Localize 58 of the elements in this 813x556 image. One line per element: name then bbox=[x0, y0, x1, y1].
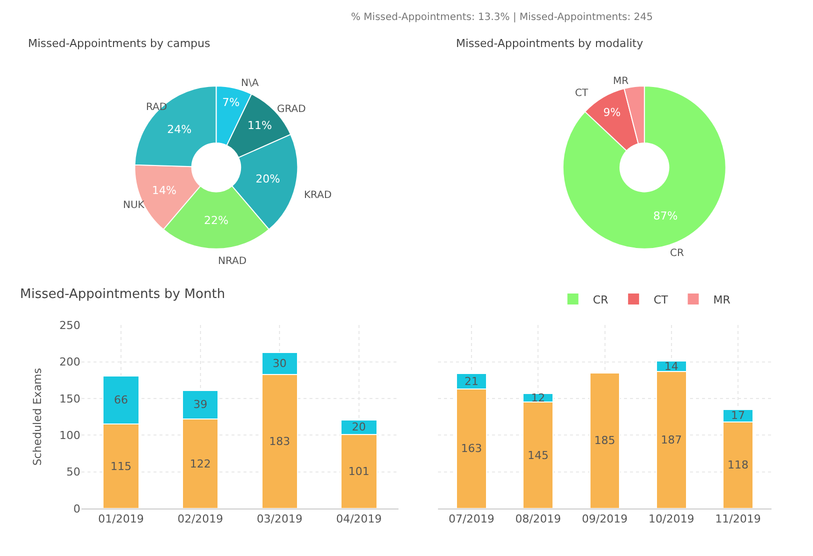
x-tick-label: 03/2019 bbox=[256, 512, 302, 526]
data-label: 39 bbox=[193, 398, 208, 412]
slice-label: CR bbox=[670, 248, 684, 259]
data-label: 122 bbox=[190, 457, 211, 470]
y-tick-label: 100 bbox=[59, 429, 80, 442]
data-label: 163 bbox=[461, 442, 482, 456]
slice-label: NUK bbox=[123, 200, 145, 211]
slice-label: MR bbox=[613, 76, 629, 87]
data-label: 187 bbox=[660, 433, 682, 446]
y-tick-label: 200 bbox=[59, 356, 80, 369]
x-tick-label: 10/2019 bbox=[648, 512, 694, 526]
legend-label: CT bbox=[654, 293, 668, 306]
chart-title: Missed-Appointments by campus bbox=[28, 37, 210, 50]
data-label: 101 bbox=[348, 464, 370, 478]
slice-label: KRAD bbox=[304, 190, 332, 201]
data-label: 118 bbox=[727, 458, 748, 472]
x-tick-label: 11/2019 bbox=[715, 512, 761, 526]
bar bbox=[589, 372, 620, 508]
data-label: 14% bbox=[152, 184, 176, 197]
slice-label: N\A bbox=[241, 78, 259, 89]
x-tick-label: 04/2019 bbox=[336, 512, 382, 526]
data-label: 9% bbox=[603, 106, 621, 120]
data-label: 22% bbox=[204, 214, 228, 227]
data-label: 87% bbox=[653, 210, 678, 223]
legend-label: CR bbox=[592, 293, 609, 306]
data-label: 30 bbox=[272, 356, 287, 370]
data-label: 7% bbox=[222, 96, 240, 109]
y-tick-label: 0 bbox=[73, 502, 80, 516]
x-tick-label: 09/2019 bbox=[582, 512, 628, 526]
data-label: 145 bbox=[528, 448, 549, 462]
data-label: 183 bbox=[269, 434, 290, 448]
x-tick-label: 07/2019 bbox=[448, 512, 494, 526]
data-label: 21 bbox=[464, 374, 479, 388]
data-label: 24% bbox=[167, 122, 192, 136]
data-label: 20% bbox=[256, 172, 280, 186]
data-label: 185 bbox=[594, 434, 616, 448]
slice-label: NRAD bbox=[218, 256, 247, 267]
y-tick-label: 50 bbox=[66, 466, 80, 479]
data-label: 20 bbox=[352, 420, 366, 434]
x-tick-label: 08/2019 bbox=[515, 512, 561, 526]
data-label: 115 bbox=[110, 460, 132, 473]
y-tick-label: 150 bbox=[59, 392, 80, 406]
donut-slice bbox=[562, 85, 726, 250]
legend-label: MR bbox=[713, 293, 731, 306]
text: % Missed-Appointments: 13.3% | Missed-Appointments: 245 bbox=[351, 12, 653, 23]
data-label: 14 bbox=[664, 360, 678, 373]
chart-title: Missed-Appointments by modality bbox=[456, 37, 644, 50]
y-axis-title: Scheduled Exams bbox=[31, 368, 44, 466]
data-label: 17 bbox=[730, 409, 745, 422]
slice-label: CT bbox=[575, 88, 589, 99]
y-tick-label: 250 bbox=[59, 319, 80, 332]
data-label: 66 bbox=[114, 393, 128, 406]
data-label: 11% bbox=[247, 118, 272, 132]
x-tick-label: 02/2019 bbox=[177, 512, 224, 526]
data-label: 12 bbox=[531, 391, 546, 404]
slice-label: GRAD bbox=[277, 104, 306, 115]
x-tick-label: 01/2019 bbox=[98, 512, 144, 526]
chart-title: Missed-Appointments by Month bbox=[20, 287, 226, 302]
